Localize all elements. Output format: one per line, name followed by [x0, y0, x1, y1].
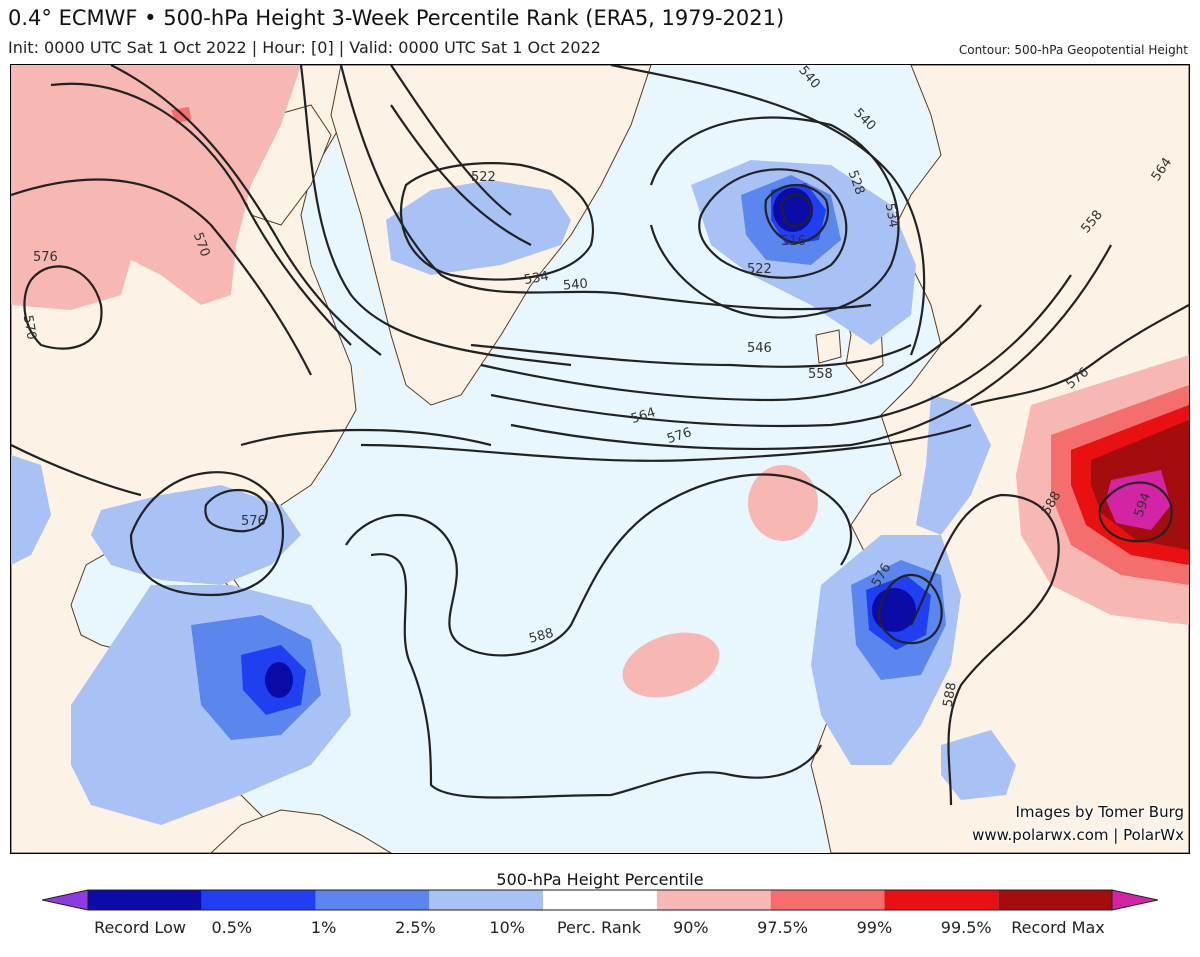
negative-anomaly-shading	[11, 160, 1016, 825]
colorbar-label: Record Max	[1011, 918, 1105, 937]
contour-label: 522	[471, 170, 496, 185]
map-subtitle: Init: 0000 UTC Sat 1 Oct 2022 | Hour: [0…	[8, 38, 601, 57]
colorbar-segment	[201, 890, 316, 910]
colorbar-label: 1%	[310, 918, 337, 937]
land-south-america	[210, 809, 392, 853]
contour-note: Contour: 500-hPa Geopotential Height	[958, 43, 1188, 57]
contour-label: 534	[523, 269, 550, 288]
map-panel: 576 570 570 522 534 540 540 540 528 534 …	[10, 64, 1190, 854]
contour-label: 558	[808, 367, 833, 382]
colorbar-label: 99.5%	[940, 918, 992, 937]
contour-label: 576	[241, 514, 266, 529]
colorbar-outline	[87, 889, 1113, 911]
colorbar-segment	[998, 890, 1112, 910]
colorbar-segment	[315, 890, 430, 910]
contour-label: 564	[629, 405, 657, 427]
colorbar-label: 97.5%	[757, 918, 809, 937]
contour-label: 576	[665, 425, 693, 447]
colorbar-label: 2.5%	[395, 918, 436, 937]
weather-map: 576 570 570 522 534 540 540 540 528 534 …	[11, 65, 1189, 853]
colorbar-title: 500-hPa Height Percentile	[496, 870, 704, 889]
contour-label: 534	[882, 202, 901, 229]
colorbar-label: Perc. Rank	[556, 918, 642, 937]
height-contours	[11, 65, 1189, 806]
colorbar-label: Record Low	[94, 918, 186, 937]
contour-label: 516	[781, 234, 806, 249]
contour-label: 588	[527, 626, 555, 647]
contour-label: 522	[747, 262, 772, 277]
colorbar-segment	[88, 890, 202, 910]
colorbar-label: 0.5%	[211, 918, 253, 937]
contour-label: 570	[20, 314, 39, 341]
colorbar-segment	[656, 890, 771, 910]
colorbar-label: 10%	[489, 918, 525, 937]
contour-labels: 576 570 570 522 534 540 540 540 528 534 …	[20, 65, 1175, 708]
map-title: 0.4° ECMWF • 500-hPa Height 3-Week Perce…	[8, 6, 785, 30]
contour-label: 546	[747, 341, 772, 356]
colorbar-label: 99%	[856, 918, 893, 937]
colorbar-segment	[543, 890, 657, 910]
contour-label: 540	[562, 277, 588, 294]
colorbar-segment	[884, 890, 999, 910]
colorbar	[42, 889, 1158, 911]
contour-label: 588	[941, 681, 960, 708]
colorbar-segment	[770, 890, 885, 910]
land-ireland	[815, 329, 842, 364]
credit-website: www.polarwx.com | PolarWx	[972, 826, 1184, 844]
colorbar-segment	[42, 889, 89, 911]
colorbar-segment	[1111, 889, 1158, 911]
colorbar-label: 90%	[673, 918, 709, 937]
contour-label: 576	[33, 250, 58, 265]
colorbar-segment	[429, 890, 544, 910]
credit-author: Images by Tomer Burg	[1015, 803, 1184, 821]
colorbar-labels: Record Low 0.5% 1% 2.5% 10% Perc. Rank 90% 97.5…	[0, 918, 1200, 944]
